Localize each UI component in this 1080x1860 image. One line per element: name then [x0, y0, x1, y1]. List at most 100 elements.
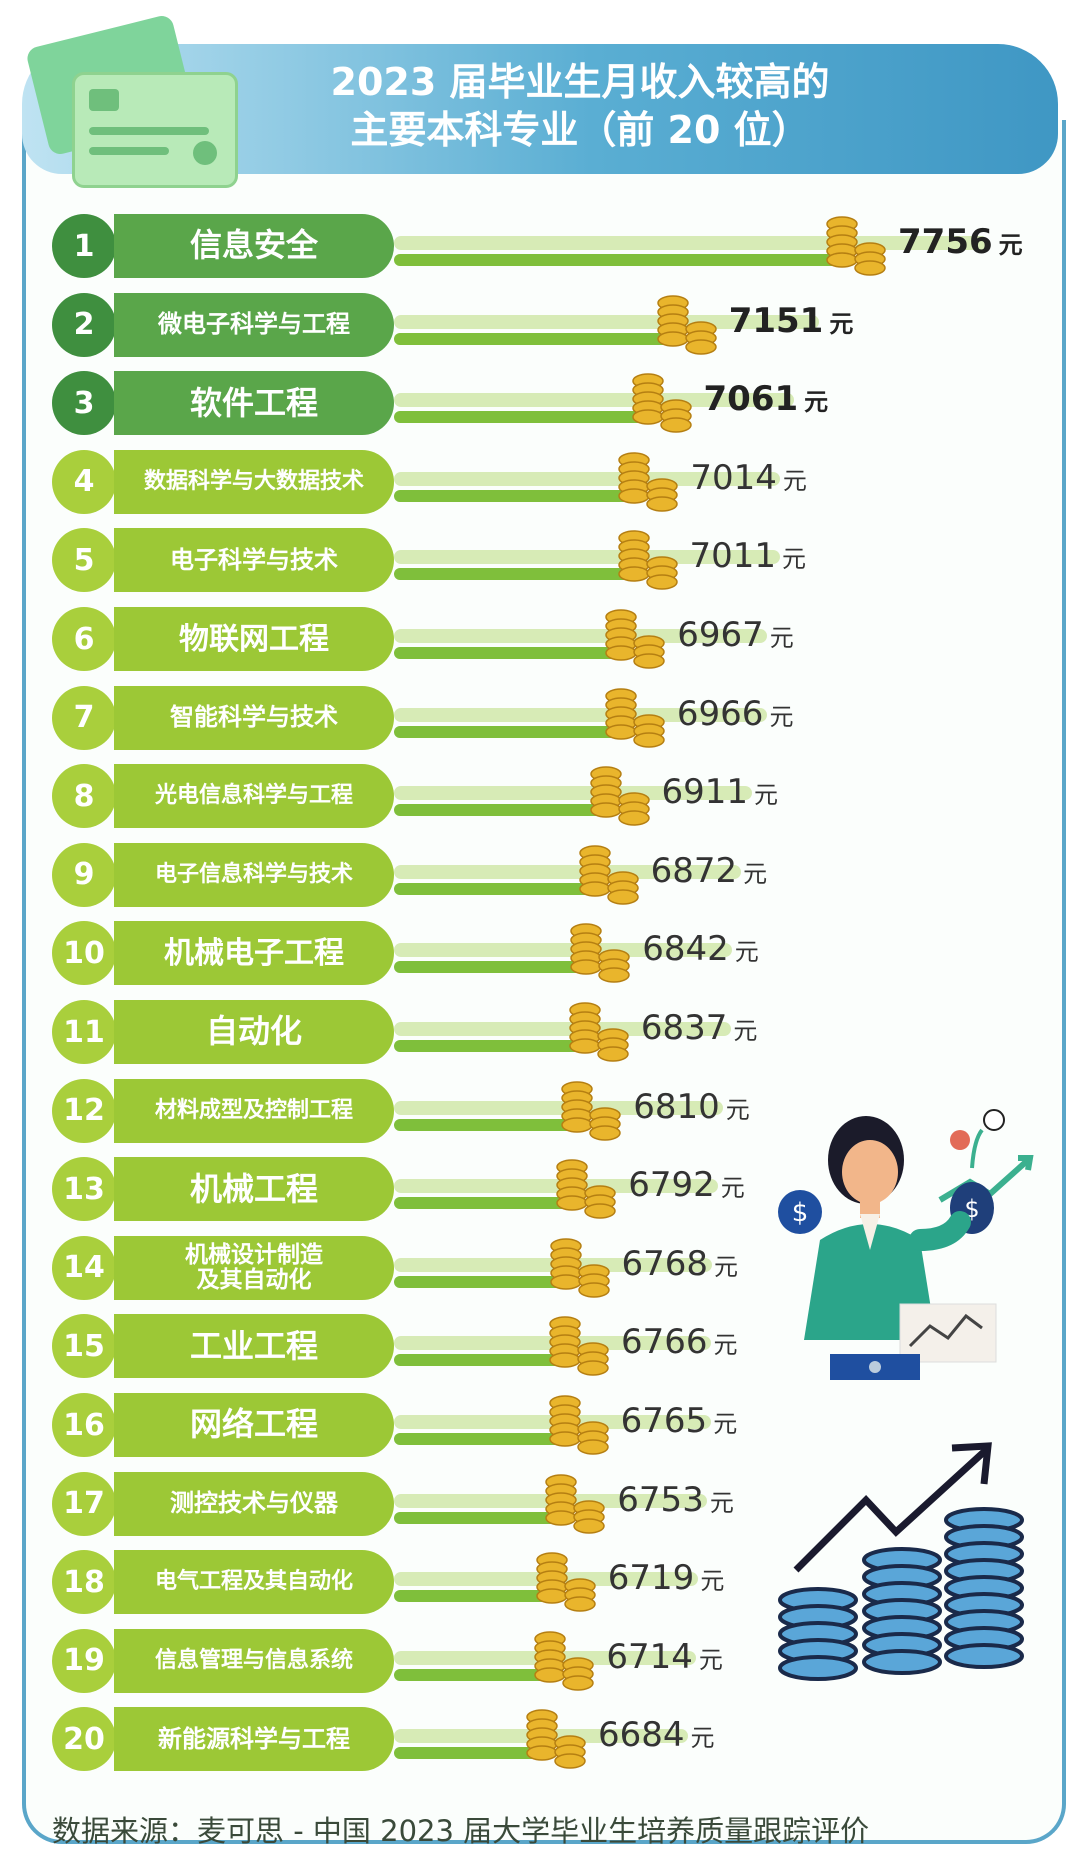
data-label-value: 6766	[620, 1322, 708, 1363]
data-label-unit: 元	[733, 1017, 758, 1045]
bar-track	[394, 393, 794, 408]
data-label-value: 7014	[690, 457, 777, 498]
bar	[394, 568, 640, 581]
chart-row: 1 信息安全 7756 元	[0, 212, 1080, 280]
coin-stack-icon	[601, 597, 671, 673]
coin-stack-icon	[628, 361, 698, 437]
chart-row: 5 电子科学与技术 7011 元	[0, 526, 1080, 594]
data-source: 数据来源：麦可思 - 中国 2023 届大学毕业生培养质量跟踪评价	[52, 1814, 870, 1848]
bar	[394, 1511, 568, 1524]
category-label: 物联网工程	[114, 607, 394, 671]
data-label-unit: 元	[713, 1331, 738, 1360]
chart-row: 12 材料成型及控制工程 6810 元	[0, 1077, 1080, 1145]
data-label-unit: 元	[782, 545, 807, 574]
data-label: 6714 元	[606, 1637, 723, 1677]
title-line-2: 主要本科专业（前 20 位）	[350, 108, 810, 152]
bar-track	[394, 707, 767, 722]
rank-label: 3	[52, 371, 116, 436]
data-label-unit: 元	[725, 1095, 750, 1124]
category-label: 信息安全	[114, 214, 394, 278]
bar	[394, 489, 641, 502]
data-label: 7061 元	[704, 379, 829, 419]
data-label-value: 6842	[642, 929, 729, 970]
data-label-unit: 元	[700, 1567, 725, 1596]
rank-label: 9	[52, 842, 116, 907]
rank-label: 10	[52, 921, 116, 986]
bar	[394, 647, 628, 659]
bar-track	[394, 471, 781, 486]
data-label: 6768 元	[622, 1244, 739, 1284]
rank-label: 6	[52, 607, 116, 671]
coin-stack-icon	[557, 1069, 627, 1145]
data-label: 6837 元	[641, 1008, 758, 1048]
bar-track	[394, 1022, 731, 1036]
data-label: 6719 元	[608, 1558, 725, 1598]
rank-label: 2	[52, 292, 116, 357]
bar	[394, 961, 593, 974]
bar	[394, 254, 848, 266]
data-label-value: 6837	[640, 1008, 728, 1048]
data-label-unit: 元	[804, 388, 829, 417]
coin-stack-icon	[822, 204, 892, 280]
category-label: 光电信息科学与工程	[114, 764, 394, 829]
category-label: 网络工程	[114, 1393, 394, 1457]
coin-stack-icon	[586, 754, 656, 830]
chart-row: 13 机械工程 6792 元	[0, 1155, 1080, 1223]
data-label-unit: 元	[998, 231, 1023, 259]
chart-row: 7 智能科学与技术 6966 元	[0, 684, 1080, 752]
category-label: 机械工程	[114, 1157, 394, 1222]
bar	[394, 411, 654, 424]
chart-row: 11 自动化 6837 元	[0, 998, 1080, 1066]
data-label-value: 6872	[650, 850, 738, 891]
data-label: 7756 元	[898, 222, 1023, 262]
data-label-unit: 元	[769, 624, 794, 652]
bar	[394, 1668, 557, 1681]
data-label-unit: 元	[754, 781, 779, 810]
bar	[394, 332, 679, 345]
data-label-value: 6753	[617, 1479, 704, 1520]
chart-row: 18 电气工程及其自动化 6719 元	[0, 1548, 1080, 1616]
rank-label: 7	[52, 685, 116, 750]
rank-label: 15	[52, 1314, 116, 1379]
data-label: 7151 元	[729, 301, 854, 341]
bar	[394, 1197, 579, 1210]
data-label-value: 6792	[628, 1165, 715, 1206]
chart-row: 2 微电子科学与工程 7151 元	[0, 291, 1080, 359]
category-label: 新能源科学与工程	[114, 1707, 394, 1772]
rank-label: 16	[52, 1393, 116, 1457]
coin-stack-icon	[541, 1462, 611, 1538]
data-label-unit: 元	[709, 1488, 734, 1517]
bar	[394, 1747, 548, 1760]
category-label: 数据科学与大数据技术	[114, 449, 394, 514]
bar-track	[394, 786, 752, 801]
rank-label: 14	[52, 1235, 116, 1300]
data-label-value: 6967	[677, 615, 764, 655]
data-label: 6842 元	[642, 929, 759, 969]
data-label-value: 7061	[703, 379, 799, 420]
data-label: 6967 元	[677, 615, 794, 655]
chart-row: 10 机械电子工程 6842 元	[0, 919, 1080, 987]
data-label: 6765 元	[621, 1401, 738, 1441]
coin-stack-icon	[614, 440, 684, 516]
coin-stack-icon	[522, 1697, 592, 1773]
rank-label: 11	[52, 1000, 116, 1064]
data-label-value: 6810	[633, 1086, 720, 1127]
category-label: 软件工程	[114, 371, 394, 436]
bar	[394, 1275, 572, 1288]
coin-stack-icon	[545, 1383, 615, 1459]
chart-row: 16 网络工程 6765 元	[0, 1391, 1080, 1459]
data-label: 6810 元	[633, 1087, 750, 1127]
bar	[394, 882, 601, 895]
data-label-value: 7756	[898, 222, 993, 262]
rank-label: 17	[52, 1471, 116, 1536]
bar-track	[394, 550, 780, 565]
data-label-unit: 元	[743, 859, 768, 888]
data-label-value: 6684	[598, 1715, 685, 1756]
coin-stack-icon	[545, 1304, 615, 1380]
title-line-1: 2023 届毕业生月收入较高的	[330, 60, 830, 104]
data-label-value: 6765	[620, 1401, 708, 1441]
rank-label: 1	[52, 214, 116, 278]
category-label: 工业工程	[114, 1314, 394, 1379]
data-label-unit: 元	[720, 1174, 745, 1203]
